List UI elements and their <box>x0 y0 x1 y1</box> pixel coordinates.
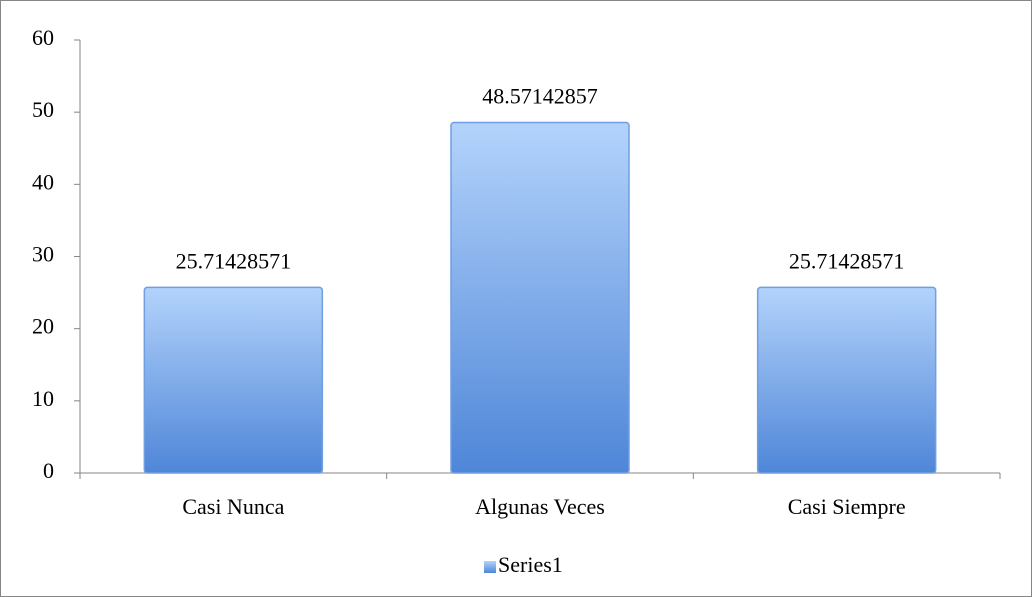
y-tick-label: 20 <box>32 314 54 339</box>
data-label: 25.71428571 <box>789 248 905 273</box>
legend-swatch <box>484 561 496 573</box>
bar <box>450 121 630 474</box>
y-tick-label: 50 <box>32 97 54 122</box>
y-tick-label: 40 <box>32 169 54 194</box>
y-tick-label: 60 <box>32 25 54 50</box>
x-tick-label: Casi Siempre <box>788 494 906 519</box>
data-label: 48.57142857 <box>482 84 598 109</box>
y-tick-label: 0 <box>43 458 54 483</box>
x-tick-label: Casi Nunca <box>182 494 284 519</box>
bar <box>756 286 937 474</box>
y-tick-label: 10 <box>32 386 54 411</box>
y-tick-label: 30 <box>32 242 54 267</box>
data-label: 25.71428571 <box>176 248 292 273</box>
legend-label: Series1 <box>498 552 563 577</box>
x-tick-label: Algunas Veces <box>475 494 605 519</box>
bar <box>143 286 324 474</box>
